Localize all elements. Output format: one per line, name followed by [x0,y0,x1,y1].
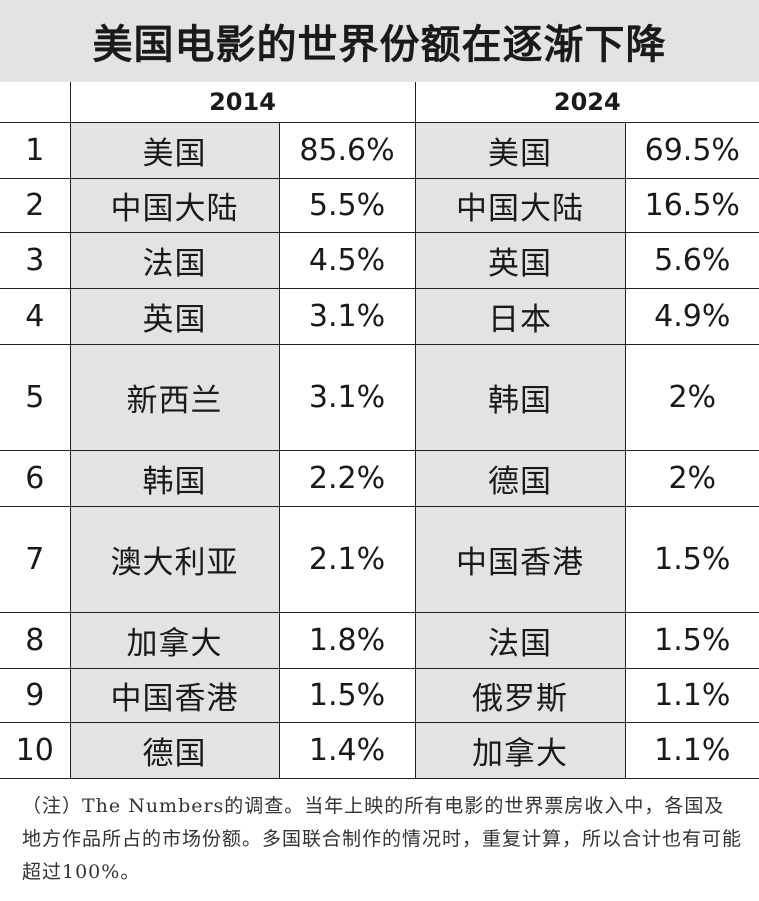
rank-cell: 5 [0,344,71,451]
rank-cell: 7 [0,506,71,613]
header-row: 2014 2024 [0,82,759,123]
country-2024-cell: 英国 [414,232,626,289]
table-row: 9 中国香港 1.5% 俄罗斯 1.1% [0,668,759,723]
country-2014-cell: 英国 [69,288,280,345]
share-2014-cell: 85.6% [278,122,416,179]
year-header-2024: 2024 [414,82,759,123]
country-2024-cell: 加拿大 [414,722,626,779]
country-2014-cell: 新西兰 [69,344,280,451]
table-row: 10 德国 1.4% 加拿大 1.1% [0,722,759,779]
share-2014-cell: 4.5% [278,232,416,289]
country-2014-cell: 法国 [69,232,280,289]
share-2024-cell: 1.1% [624,722,759,779]
share-2024-cell: 2% [624,344,759,451]
year-header-2014: 2014 [69,82,416,123]
share-2024-cell: 2% [624,450,759,507]
rank-cell: 6 [0,450,71,507]
country-2014-cell: 澳大利亚 [69,506,280,613]
share-2024-cell: 1.5% [624,612,759,669]
share-2014-cell: 3.1% [278,288,416,345]
rank-cell: 1 [0,122,71,179]
rank-cell: 4 [0,288,71,345]
country-2024-cell: 俄罗斯 [414,668,626,723]
table-row: 7 澳大利亚 2.1% 中国香港 1.5% [0,506,759,613]
table-row: 3 法国 4.5% 英国 5.6% [0,232,759,289]
country-2024-cell: 美国 [414,122,626,179]
ranking-table: 2014 2024 1 美国 85.6% 美国 69.5% 2 中国大陆 5.5… [0,82,759,779]
share-2024-cell: 16.5% [624,178,759,233]
rank-cell: 3 [0,232,71,289]
table-row: 6 韩国 2.2% 德国 2% [0,450,759,507]
country-2024-cell: 中国大陆 [414,178,626,233]
country-2014-cell: 中国大陆 [69,178,280,233]
rank-cell: 10 [0,722,71,779]
corner-cell [0,82,71,123]
share-2014-cell: 1.4% [278,722,416,779]
share-2024-cell: 4.9% [624,288,759,345]
share-2014-cell: 2.1% [278,506,416,613]
rank-cell: 2 [0,178,71,233]
country-2024-cell: 中国香港 [414,506,626,613]
share-2014-cell: 1.8% [278,612,416,669]
share-2014-cell: 2.2% [278,450,416,507]
country-2024-cell: 韩国 [414,344,626,451]
country-2014-cell: 美国 [69,122,280,179]
share-2014-cell: 1.5% [278,668,416,723]
share-2024-cell: 5.6% [624,232,759,289]
table-row: 1 美国 85.6% 美国 69.5% [0,122,759,179]
country-2024-cell: 日本 [414,288,626,345]
table-row: 4 英国 3.1% 日本 4.9% [0,288,759,345]
footnote: （注）The Numbers的调查。当年上映的所有电影的世界票房收入中，各国及地… [22,795,743,883]
table-row: 5 新西兰 3.1% 韩国 2% [0,344,759,451]
table-row: 2 中国大陆 5.5% 中国大陆 16.5% [0,178,759,233]
country-2014-cell: 韩国 [69,450,280,507]
share-2014-cell: 5.5% [278,178,416,233]
country-2024-cell: 法国 [414,612,626,669]
country-2014-cell: 加拿大 [69,612,280,669]
rank-cell: 8 [0,612,71,669]
rank-cell: 9 [0,668,71,723]
share-2014-cell: 3.1% [278,344,416,451]
country-2024-cell: 德国 [414,450,626,507]
country-2014-cell: 德国 [69,722,280,779]
table-title: 美国电影的世界份额在逐渐下降 [0,0,759,82]
share-2024-cell: 69.5% [624,122,759,179]
country-2014-cell: 中国香港 [69,668,280,723]
table-row: 8 加拿大 1.8% 法国 1.5% [0,612,759,669]
share-2024-cell: 1.5% [624,506,759,613]
share-2024-cell: 1.1% [624,668,759,723]
